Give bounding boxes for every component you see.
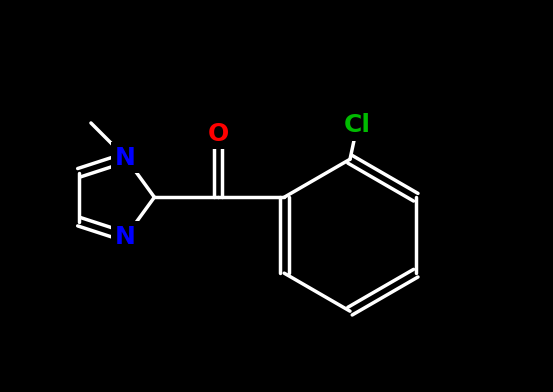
Text: O: O bbox=[207, 122, 229, 145]
Text: Cl: Cl bbox=[344, 113, 371, 137]
Text: N: N bbox=[115, 225, 136, 249]
Text: N: N bbox=[115, 145, 136, 170]
